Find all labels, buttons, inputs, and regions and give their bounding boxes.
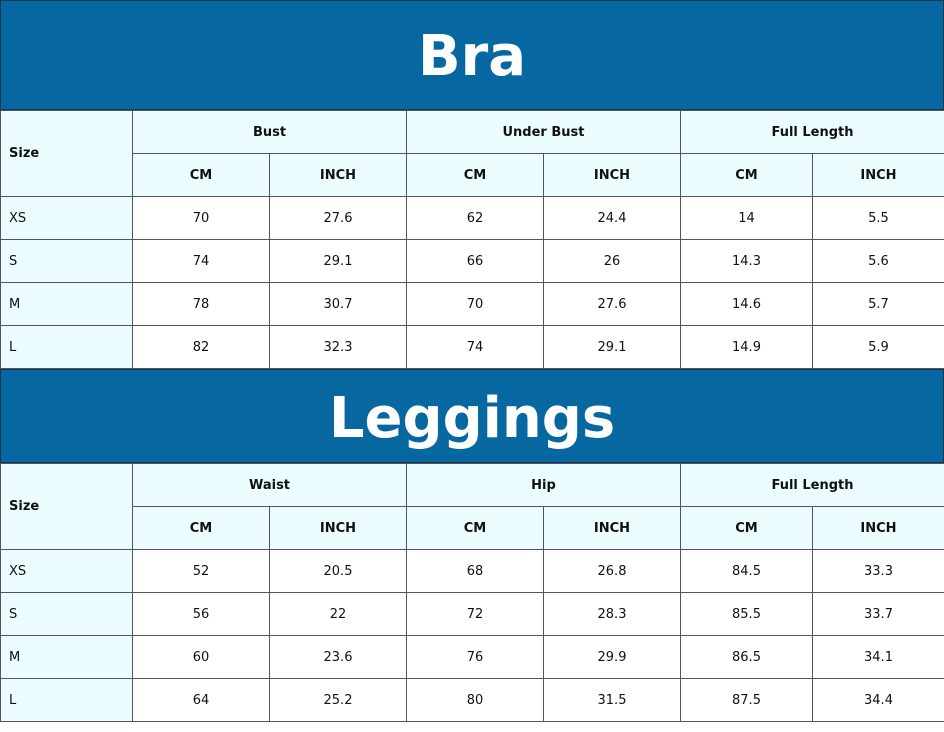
measurement-cell: 27.6 [269, 196, 407, 240]
bra-size-table: Size Bust Under Bust Full Length CM INCH CM INC… [0, 110, 944, 369]
measurement-cell: 24.4 [543, 196, 681, 240]
measurement-cell: 66 [406, 239, 544, 283]
measurement-cell: 14 [680, 196, 813, 240]
table-row: S 56 22 72 28.3 85.5 33.7 [0, 592, 944, 636]
measurement-cell: 14.9 [680, 325, 813, 369]
measurement-cell: 27.6 [543, 282, 681, 326]
leggings-size-table: Size Waist Hip Full Length CM INCH CM INCH CM INC… [0, 463, 944, 722]
measurement-cell: 29.1 [543, 325, 681, 369]
bra-title-banner: Bra [0, 0, 944, 110]
measurement-cell: 74 [406, 325, 544, 369]
measurement-cell: 29.1 [269, 239, 407, 283]
measurement-cell: 26.8 [543, 549, 681, 593]
size-cell: M [0, 635, 133, 679]
unit-header: INCH [269, 153, 407, 197]
measurement-group-header: Under Bust [406, 110, 681, 154]
header-row-groups: Size Bust Under Bust Full Length [0, 110, 944, 197]
measurement-cell: 5.5 [812, 196, 944, 240]
measurement-cell: 70 [132, 196, 270, 240]
measurement-cell: 14.3 [680, 239, 813, 283]
unit-header: CM [680, 153, 813, 197]
measurement-cell: 32.3 [269, 325, 407, 369]
measurement-cell: 34.4 [812, 678, 944, 722]
unit-header: INCH [812, 506, 944, 550]
unit-header: INCH [543, 153, 681, 197]
size-column-header: Size [0, 463, 133, 550]
measurement-cell: 26 [543, 239, 681, 283]
unit-header: CM [132, 506, 270, 550]
measurement-cell: 70 [406, 282, 544, 326]
measurement-cell: 33.7 [812, 592, 944, 636]
measurement-cell: 86.5 [680, 635, 813, 679]
measurement-cell: 84.5 [680, 549, 813, 593]
size-cell: L [0, 325, 133, 369]
size-cell: M [0, 282, 133, 326]
leggings-title-banner: Leggings [0, 369, 944, 463]
measurement-cell: 87.5 [680, 678, 813, 722]
measurement-group-header: Full Length [680, 110, 944, 154]
size-cell: L [0, 678, 133, 722]
measurement-group-header: Waist [132, 463, 407, 507]
measurement-cell: 31.5 [543, 678, 681, 722]
table-row: XS 70 27.6 62 24.4 14 5.5 [0, 196, 944, 240]
size-cell: S [0, 239, 133, 283]
table-row: L 64 25.2 80 31.5 87.5 34.4 [0, 678, 944, 722]
unit-header: CM [680, 506, 813, 550]
table-row: M 60 23.6 76 29.9 86.5 34.1 [0, 635, 944, 679]
table-row: L 82 32.3 74 29.1 14.9 5.9 [0, 325, 944, 369]
measurement-cell: 5.9 [812, 325, 944, 369]
measurement-cell: 52 [132, 549, 270, 593]
measurement-group-header: Bust [132, 110, 407, 154]
header-row-units: CM INCH CM INCH CM INCH [1, 153, 944, 197]
header-row-units: CM INCH CM INCH CM INCH [1, 506, 944, 550]
table-row: XS 52 20.5 68 26.8 84.5 33.3 [0, 549, 944, 593]
measurement-cell: 64 [132, 678, 270, 722]
measurement-cell: 82 [132, 325, 270, 369]
measurement-cell: 23.6 [269, 635, 407, 679]
measurement-cell: 56 [132, 592, 270, 636]
measurement-cell: 22 [269, 592, 407, 636]
measurement-cell: 29.9 [543, 635, 681, 679]
unit-header: INCH [812, 153, 944, 197]
measurement-cell: 14.6 [680, 282, 813, 326]
unit-header: INCH [543, 506, 681, 550]
unit-header: CM [406, 153, 544, 197]
measurement-cell: 72 [406, 592, 544, 636]
size-cell: XS [0, 196, 133, 240]
measurement-cell: 5.7 [812, 282, 944, 326]
unit-header: CM [132, 153, 270, 197]
measurement-cell: 60 [132, 635, 270, 679]
table-row: M 78 30.7 70 27.6 14.6 5.7 [0, 282, 944, 326]
leggings-title: Leggings [328, 386, 616, 451]
measurement-cell: 76 [406, 635, 544, 679]
measurement-cell: 78 [132, 282, 270, 326]
measurement-cell: 34.1 [812, 635, 944, 679]
unit-header: CM [406, 506, 544, 550]
size-column-header: Size [0, 110, 133, 197]
size-cell: XS [0, 549, 133, 593]
measurement-cell: 5.6 [812, 239, 944, 283]
measurement-group-header: Hip [406, 463, 681, 507]
header-row-groups: Size Waist Hip Full Length [0, 463, 944, 550]
table-row: S 74 29.1 66 26 14.3 5.6 [0, 239, 944, 283]
measurement-cell: 74 [132, 239, 270, 283]
bra-title: Bra [417, 24, 527, 89]
measurement-group-header: Full Length [680, 463, 944, 507]
measurement-cell: 20.5 [269, 549, 407, 593]
measurement-cell: 85.5 [680, 592, 813, 636]
measurement-cell: 68 [406, 549, 544, 593]
size-cell: S [0, 592, 133, 636]
measurement-cell: 25.2 [269, 678, 407, 722]
measurement-cell: 33.3 [812, 549, 944, 593]
measurement-cell: 28.3 [543, 592, 681, 636]
measurement-cell: 62 [406, 196, 544, 240]
measurement-cell: 30.7 [269, 282, 407, 326]
unit-header: INCH [269, 506, 407, 550]
measurement-cell: 80 [406, 678, 544, 722]
